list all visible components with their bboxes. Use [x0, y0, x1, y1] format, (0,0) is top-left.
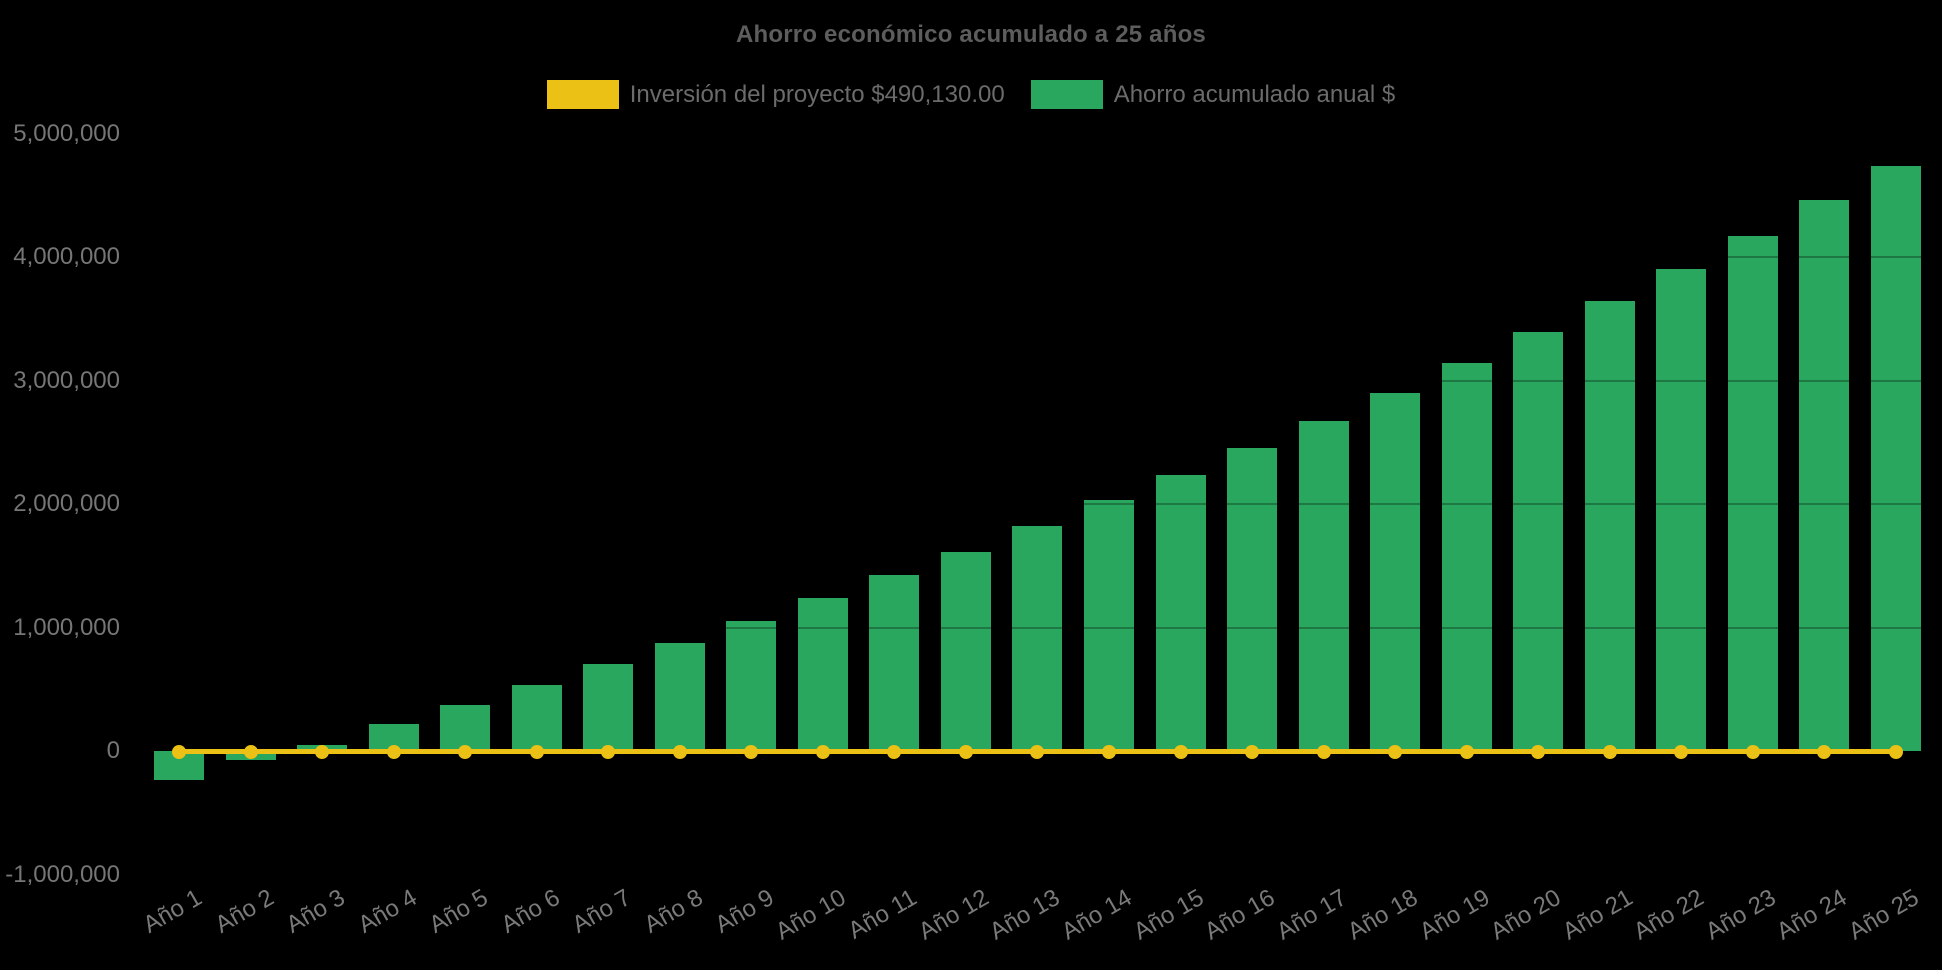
legend-item-inversion[interactable]: Inversión del proyecto $490,130.00	[546, 80, 1005, 109]
line-marker	[601, 744, 616, 759]
legend-label-ahorro: Ahorro acumulado anual $	[1113, 80, 1396, 108]
bar	[1727, 235, 1778, 751]
line-marker	[1817, 744, 1832, 759]
bar	[1227, 448, 1278, 751]
line-marker	[1173, 744, 1188, 759]
y-tick-label: 2,000,000	[13, 490, 120, 517]
line-marker	[1459, 744, 1474, 759]
line-marker	[243, 744, 258, 759]
bar	[1656, 268, 1707, 751]
legend-swatch-yellow	[546, 80, 619, 109]
bar	[1870, 166, 1921, 751]
bar	[1298, 421, 1349, 751]
grid-line	[134, 873, 1942, 876]
bar	[726, 620, 777, 751]
line-marker	[172, 744, 186, 759]
bar	[1584, 300, 1635, 751]
line-marker	[315, 744, 330, 759]
bar	[1441, 363, 1492, 751]
line-marker	[386, 744, 401, 759]
grid-line	[134, 503, 1942, 505]
line-marker	[744, 744, 759, 759]
bar	[1799, 200, 1850, 751]
line-marker	[1674, 744, 1689, 759]
legend: Inversión del proyecto $490,130.00 Ahorr…	[0, 80, 1942, 109]
line-marker	[815, 744, 830, 759]
grid-line	[134, 256, 1942, 258]
line-marker	[1602, 744, 1617, 759]
legend-item-ahorro[interactable]: Ahorro acumulado anual $	[1030, 80, 1396, 109]
bar	[1155, 475, 1206, 751]
y-tick-label: 4,000,000	[13, 243, 120, 270]
bar	[511, 685, 562, 751]
legend-swatch-green	[1030, 80, 1103, 109]
bar	[654, 642, 705, 751]
y-tick-label: -1,000,000	[5, 860, 120, 888]
bar	[797, 597, 848, 751]
grid-line	[134, 132, 1942, 135]
line-marker	[458, 744, 473, 759]
line-marker	[1531, 744, 1546, 759]
grid-line	[134, 626, 1942, 629]
line-marker	[672, 744, 687, 759]
bar	[1012, 525, 1063, 751]
bar	[869, 575, 920, 751]
line-marker	[1030, 744, 1045, 759]
line-marker	[958, 744, 973, 759]
y-tick-label: 1,000,000	[13, 613, 120, 641]
bar	[583, 664, 634, 751]
bar	[1513, 332, 1564, 751]
line-marker	[1888, 744, 1903, 759]
bar	[1084, 500, 1135, 751]
line-marker	[1316, 744, 1331, 759]
y-tick-label: 0	[106, 737, 120, 764]
line-marker	[529, 744, 544, 759]
line-marker	[887, 744, 902, 759]
y-tick-label: 3,000,000	[13, 366, 120, 394]
bar	[440, 705, 491, 751]
line-marker	[1245, 744, 1260, 759]
line-marker	[1102, 744, 1117, 759]
bar	[1370, 392, 1421, 751]
legend-label-inversion: Inversión del proyecto $490,130.00	[629, 80, 1005, 108]
y-tick-label: 5,000,000	[13, 119, 120, 147]
bar	[940, 552, 991, 751]
chart-title: Ahorro económico acumulado a 25 años	[736, 21, 1206, 48]
line-marker	[1745, 744, 1760, 759]
grid-line	[134, 379, 1942, 382]
line-marker	[1388, 744, 1403, 759]
